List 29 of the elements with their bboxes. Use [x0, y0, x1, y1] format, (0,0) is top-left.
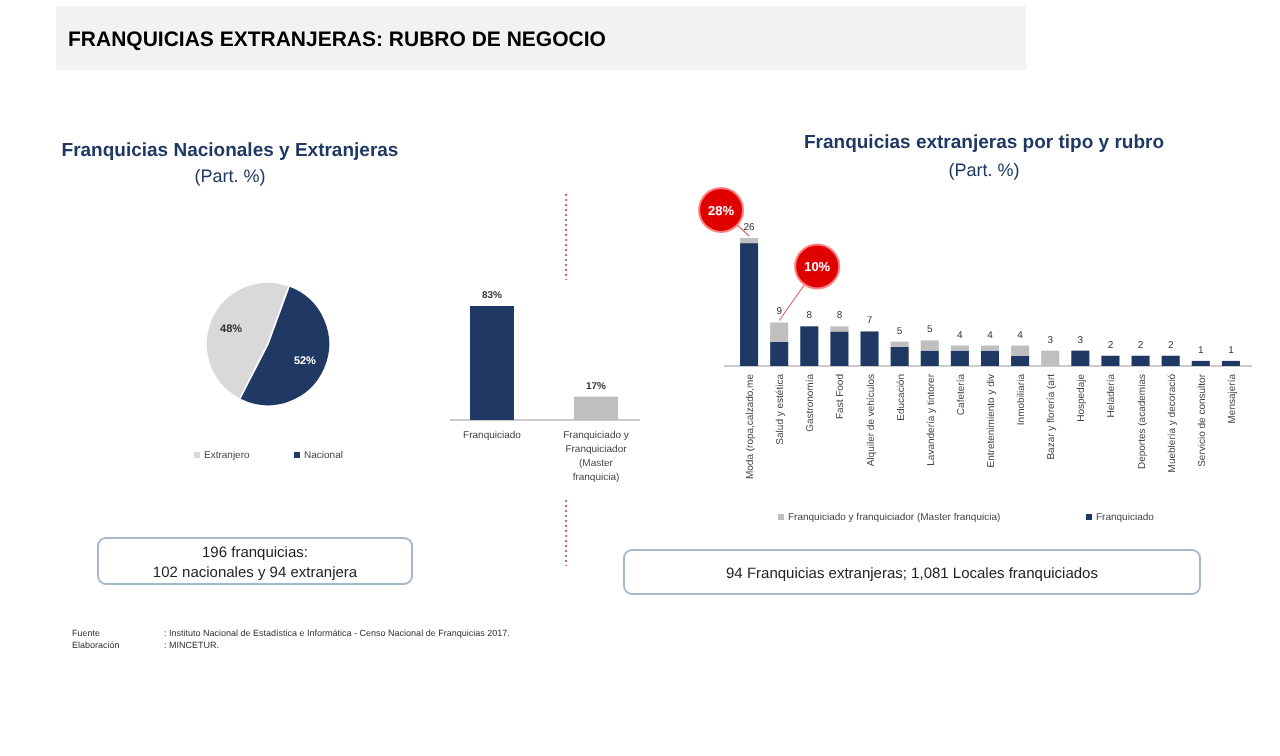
chart-title: Franquicias Nacionales y Extranjeras — [61, 140, 399, 162]
bar — [1071, 350, 1090, 366]
bar — [920, 350, 939, 366]
chart-subtitle: (Part. %) — [948, 160, 1020, 180]
bar — [830, 331, 849, 366]
chart-subtitle: (Part. %) — [194, 166, 266, 186]
bar — [920, 340, 939, 351]
bar — [800, 326, 819, 366]
bar — [740, 243, 759, 366]
bar — [980, 350, 1000, 366]
bar — [1221, 360, 1240, 366]
chart-title: Franquicias extranjeras por tipo y rubro — [803, 132, 1165, 154]
bar — [770, 341, 789, 366]
bar — [1161, 355, 1180, 366]
bar — [1191, 360, 1210, 366]
bar — [1101, 355, 1120, 366]
bar — [740, 238, 759, 244]
bar — [980, 345, 1000, 351]
bar — [1131, 355, 1150, 366]
text: FRANQUICIAS EXTRANJERAS: RUBRO DE NEGOCIO — [68, 28, 606, 52]
bar — [890, 346, 909, 366]
bar — [890, 341, 909, 347]
bar — [770, 322, 789, 342]
bar — [950, 350, 969, 366]
bar — [860, 331, 879, 366]
bar — [950, 345, 969, 351]
bar — [1011, 345, 1030, 356]
bar — [830, 326, 849, 332]
bar — [1011, 355, 1030, 366]
